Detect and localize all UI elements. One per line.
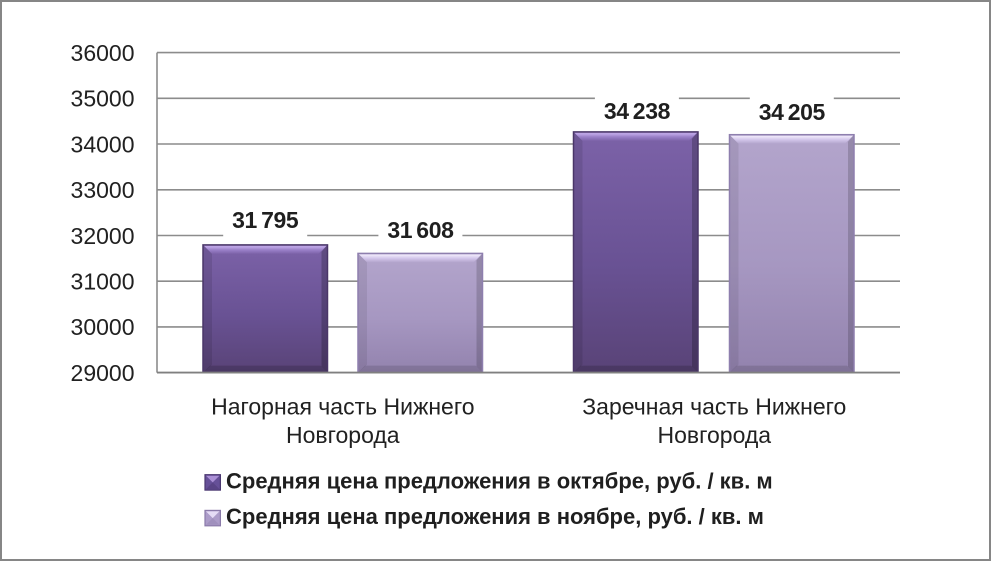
svg-text:Новгорода: Новгорода [658,422,772,448]
svg-text:35000: 35000 [71,86,135,112]
svg-text:32000: 32000 [71,223,135,249]
svg-text:34 205: 34 205 [759,99,826,125]
svg-text:Средняя цена предложения в окт: Средняя цена предложения в октябре, руб.… [226,468,773,493]
svg-text:Нагорная часть Нижнего: Нагорная часть Нижнего [211,393,474,419]
svg-text:31 608: 31 608 [387,217,454,243]
svg-text:31 795: 31 795 [232,207,299,233]
svg-text:30000: 30000 [71,314,135,340]
svg-text:31000: 31000 [71,269,135,295]
svg-text:Заречная часть Нижнего: Заречная часть Нижнего [582,393,846,419]
svg-text:Средняя цена предложения в ноя: Средняя цена предложения в ноябре, руб. … [226,504,764,529]
svg-text:Новгорода: Новгорода [286,422,400,448]
svg-text:34000: 34000 [71,131,135,157]
svg-text:29000: 29000 [71,360,135,386]
svg-text:34 238: 34 238 [604,98,671,124]
svg-text:36000: 36000 [71,40,135,66]
svg-text:33000: 33000 [71,177,135,203]
